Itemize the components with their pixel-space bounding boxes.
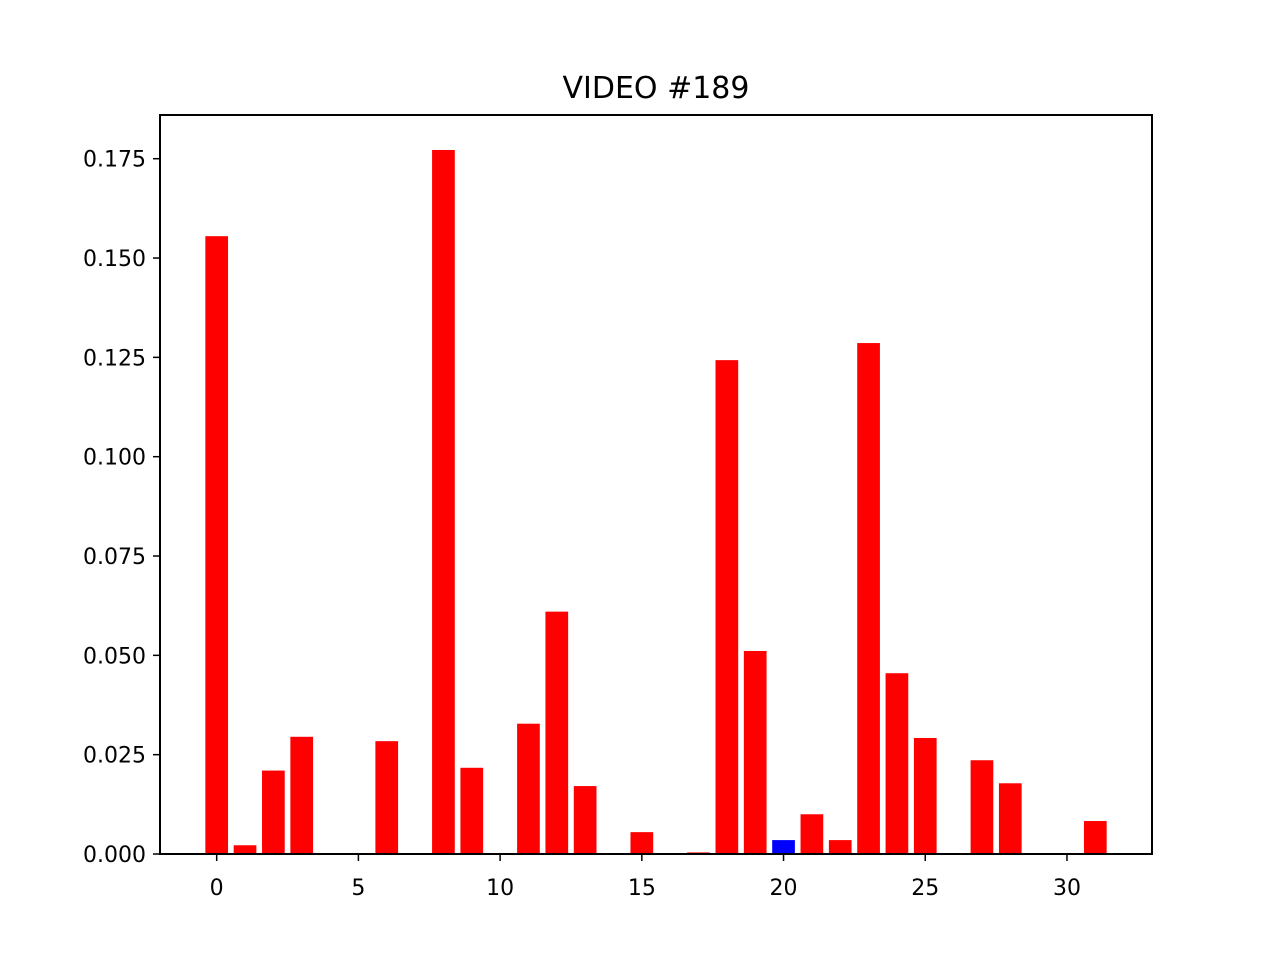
- bar: [743, 650, 767, 854]
- y-tick-label: 0.000: [83, 843, 146, 868]
- bar: [205, 236, 229, 854]
- bar: [998, 783, 1022, 854]
- bar: [913, 737, 937, 854]
- bar: [970, 760, 994, 854]
- x-tick-label: 10: [486, 876, 514, 901]
- bar: [715, 360, 739, 854]
- bar: [233, 845, 257, 854]
- y-tick-label: 0.025: [83, 744, 146, 769]
- y-tick-label: 0.075: [83, 545, 146, 570]
- x-axis: 0 5 10 15 20 25 30: [210, 854, 1081, 901]
- bar: [630, 832, 654, 854]
- x-tick-label: 20: [770, 876, 798, 901]
- x-tick-label: 25: [911, 876, 939, 901]
- bar: [800, 814, 824, 854]
- bar: [460, 767, 484, 854]
- y-tick-label: 0.050: [83, 644, 146, 669]
- y-tick-label: 0.125: [83, 346, 146, 371]
- bar: [290, 736, 314, 854]
- bar: [857, 343, 880, 854]
- bar: [573, 786, 597, 854]
- bar: [1083, 821, 1107, 854]
- bar: [432, 149, 455, 854]
- bar-highlight: [772, 840, 795, 854]
- x-tick-label: 30: [1053, 876, 1081, 901]
- bar: [375, 741, 399, 854]
- bar: [517, 723, 540, 854]
- bars-group: [205, 149, 1107, 854]
- x-tick-label: 5: [351, 876, 365, 901]
- plot-frame: [159, 114, 1153, 855]
- y-tick-label: 0.150: [83, 247, 146, 272]
- bar: [262, 770, 285, 854]
- x-tick-label: 0: [210, 876, 224, 901]
- bar: [885, 673, 909, 854]
- bar: [545, 611, 569, 854]
- bar: [828, 840, 852, 854]
- y-axis: 0.000 0.025 0.050 0.075 0.100 0.125 0.150 0.175: [83, 148, 160, 868]
- y-tick-label: 0.175: [83, 148, 146, 173]
- y-tick-label: 0.100: [83, 446, 146, 471]
- x-tick-label: 15: [628, 876, 656, 901]
- chart-title: VIDEO #189: [563, 71, 750, 106]
